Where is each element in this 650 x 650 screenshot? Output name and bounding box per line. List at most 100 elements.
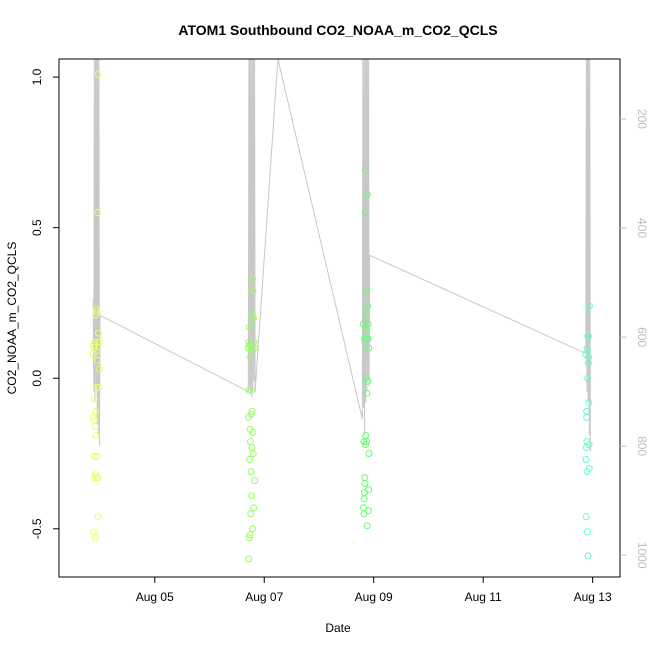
- data-point-0-10: [91, 422, 99, 430]
- data-point-1-9: [246, 531, 254, 539]
- data-point-0-25: [94, 513, 102, 521]
- data-point-1-21: [248, 311, 256, 319]
- x-axis: Aug 05 Aug 07 Aug 09 Aug 11 Aug 13: [136, 577, 612, 604]
- data-point-1-23: [249, 428, 257, 436]
- data-point-2-25: [364, 320, 372, 328]
- data-point-3-10: [584, 374, 592, 382]
- data-point-0-1: [89, 413, 97, 421]
- data-point-0-27: [94, 70, 102, 78]
- data-point-0-16: [92, 432, 100, 439]
- data-point-0-19: [93, 308, 101, 316]
- x-tick-label: Aug 07: [245, 590, 283, 604]
- data-point-2-23: [364, 377, 372, 385]
- data-point-2-10: [361, 166, 369, 174]
- y-axis-label: CO2_NOAA_m_CO2_QCLS: [5, 242, 19, 395]
- data-point-1-27: [249, 314, 257, 322]
- data-point-2-19: [363, 522, 371, 530]
- data-point-1-17: [248, 386, 255, 394]
- y-tick-label: -0.5: [30, 518, 44, 539]
- data-point-0-8: [91, 474, 99, 482]
- data-point-0-5: [90, 395, 98, 403]
- data-point-2-18: [363, 287, 371, 295]
- data-point-0-22: [93, 356, 101, 364]
- data-point-1-11: [246, 438, 254, 445]
- data-point-3-5: [583, 413, 591, 421]
- data-point-2-7: [361, 474, 369, 482]
- data-point-0-13: [92, 407, 100, 415]
- data-point-1-15: [247, 468, 255, 476]
- x-tick-label: Aug 09: [355, 590, 393, 604]
- data-point-0-28: [95, 329, 102, 337]
- y-tick-label: 0.0: [30, 370, 44, 387]
- data-point-2-8: [361, 480, 369, 488]
- data-point-3-18: [585, 465, 593, 473]
- y2-tick-label: 400: [635, 218, 649, 238]
- data-point-1-19: [248, 444, 256, 451]
- data-point-0-2: [90, 528, 98, 536]
- data-point-0-31: [96, 338, 104, 346]
- data-point-2-6: [361, 335, 369, 343]
- plot-area: [89, 58, 593, 563]
- data-point-0-17: [92, 305, 100, 313]
- data-point-3-2: [582, 513, 590, 521]
- data-point-1-14: [247, 344, 255, 352]
- data-point-2-27: [365, 486, 373, 494]
- data-point-3-16: [585, 398, 593, 406]
- data-point-1-16: [247, 410, 255, 418]
- data-point-2-26: [364, 507, 372, 515]
- x-tick-label: Aug 05: [136, 590, 174, 604]
- y-axis: -0.5 0.0 0.5 1.0: [30, 68, 59, 539]
- data-point-1-5: [245, 534, 253, 542]
- y-tick-label: 0.5: [30, 219, 44, 236]
- y2-tick-label: 600: [635, 327, 649, 347]
- data-point-0-26: [94, 474, 102, 482]
- data-point-2-29: [365, 450, 373, 457]
- data-point-1-8: [246, 456, 254, 463]
- y2-tick-label: 1000: [635, 542, 649, 569]
- data-point-2-4: [360, 495, 368, 503]
- data-point-3-19: [585, 302, 593, 310]
- data-point-0-24: [94, 209, 102, 217]
- data-point-1-13: [247, 510, 255, 518]
- data-point-1-22: [249, 525, 256, 533]
- data-point-2-17: [363, 389, 371, 397]
- data-point-0-23: [94, 338, 102, 346]
- data-point-1-30: [250, 344, 258, 352]
- pressure-line-0: [92, 58, 591, 452]
- x-tick-label: Aug 13: [574, 590, 612, 604]
- data-point-1-12: [247, 353, 255, 361]
- data-point-2-9: [361, 209, 369, 217]
- data-point-1-24: [249, 275, 257, 283]
- data-point-0-11: [91, 534, 99, 542]
- data-point-2-28: [365, 344, 373, 352]
- data-point-1-2: [245, 555, 253, 563]
- data-point-1-25: [249, 287, 257, 295]
- data-point-3-8: [583, 344, 591, 352]
- data-point-1-18: [248, 492, 256, 500]
- data-point-1-6: [245, 323, 253, 331]
- data-point-3-14: [585, 332, 592, 340]
- data-point-1-3: [245, 338, 253, 346]
- data-point-1-26: [249, 450, 257, 457]
- y2-tick-label: 200: [635, 109, 649, 129]
- data-point-2-5: [360, 489, 368, 497]
- data-point-2-15: [362, 311, 370, 319]
- x-axis-label: Date: [325, 621, 351, 635]
- data-point-0-7: [91, 453, 98, 460]
- data-point-3-1: [582, 456, 590, 463]
- data-point-2-16: [363, 438, 370, 445]
- data-point-0-15: [92, 347, 100, 355]
- data-point-0-9: [91, 338, 99, 346]
- data-point-2-21: [363, 191, 371, 198]
- data-point-3-15: [585, 353, 593, 361]
- data-point-2-14: [362, 326, 370, 334]
- data-point-2-12: [362, 432, 370, 439]
- data-point-1-28: [250, 504, 258, 512]
- data-point-0-29: [95, 383, 103, 391]
- y-tick-label: 1.0: [30, 68, 44, 85]
- data-point-1-31: [251, 477, 259, 485]
- data-point-3-12: [584, 552, 592, 560]
- data-point-0-30: [95, 365, 103, 373]
- data-point-0-18: [93, 383, 101, 391]
